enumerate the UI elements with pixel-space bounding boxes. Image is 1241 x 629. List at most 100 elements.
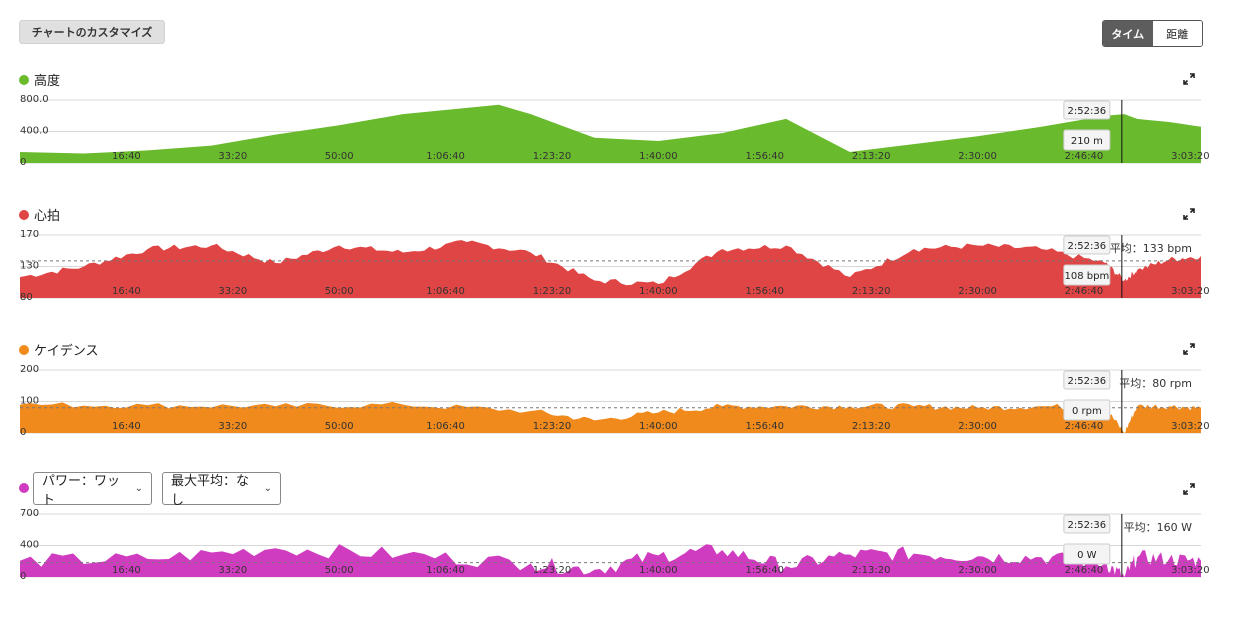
power-metric-select[interactable]: パワー：ワット ⌄: [33, 472, 152, 508]
power-tooltip-value-box: [1063, 543, 1111, 565]
chevron-down-icon: ⌄: [263, 483, 272, 494]
altitude-tooltip-value-box: [1063, 129, 1111, 151]
heart_rate-x-tick-label: 1:56:40: [745, 286, 784, 297]
cadence-tooltip-value-box: [1063, 399, 1111, 421]
power-x-tick-label: 2:46:40: [1065, 565, 1104, 576]
altitude-x-tick-label: 2:30:00: [958, 151, 997, 162]
altitude-x-tick-label: 16:40: [112, 151, 141, 162]
cadence-legend-dot: [19, 344, 29, 355]
heart_rate-x-tick-label: 2:13:20: [852, 286, 891, 297]
heart_rate-x-tick-label: 1:23:20: [533, 286, 572, 297]
toggle-distance[interactable]: 距離: [1152, 21, 1202, 46]
heart_rate-y-tick-label: 130: [20, 261, 39, 272]
heart-rate-title-label: 心拍: [34, 209, 61, 224]
altitude-x-tick-label: 50:00: [325, 151, 354, 162]
altitude-x-tick-label: 1:56:40: [745, 151, 784, 162]
altitude-y-tick-label: 400.0: [20, 126, 49, 137]
power-metric-select-value: パワー：ワット: [42, 473, 121, 508]
heart_rate-y-tick-label: 170: [20, 229, 39, 240]
cadence-series-area: [20, 401, 1201, 433]
cadence-x-tick-label: 50:00: [325, 421, 354, 432]
heart_rate-average-label: 平均：133 bpm: [1110, 242, 1192, 255]
power-x-tick-label: 50:00: [325, 565, 354, 576]
heart-rate-expand-icon[interactable]: [1183, 208, 1195, 220]
heart_rate-x-tick-label: 2:30:00: [958, 286, 997, 297]
power-cursor-time: 2:52:36: [1068, 520, 1107, 531]
max-average-select-value: 最大平均：なし: [171, 473, 250, 508]
heart_rate-cursor-time: 2:52:36: [1068, 241, 1107, 252]
heart_rate-x-tick-label: 3:03:20: [1171, 286, 1210, 297]
power-y-tick-label: 700: [20, 508, 39, 519]
power-chart[interactable]: 平均：160 W 700 400 0 16:40 33:20 50:00 1:06:40 1:2…: [0, 508, 1241, 584]
heart_rate-tooltip-value-box: [1063, 264, 1111, 286]
cadence-y-tick-label: 0: [20, 427, 26, 438]
altitude-tooltip-value: 210 m: [1071, 136, 1103, 147]
power-x-tick-label: 3:03:20: [1171, 565, 1210, 576]
altitude-series-area: [20, 104, 1201, 163]
cadence-x-tick-label: 33:20: [218, 421, 247, 432]
power-x-tick-label: 2:30:00: [958, 565, 997, 576]
altitude-cursor-time-box: [1063, 100, 1111, 120]
altitude-x-tick-label: 1:23:20: [533, 151, 572, 162]
altitude-y-tick-label: 0: [20, 157, 26, 168]
power-cursor-time-box: [1063, 514, 1111, 534]
cadence-x-tick-label: 1:56:40: [745, 421, 784, 432]
cadence-chart[interactable]: 平均：80 rpm 200 100 0 16:40 33:20 50:00 1:06:40 1:…: [0, 364, 1241, 440]
heart_rate-x-tick-label: 2:46:40: [1065, 286, 1104, 297]
cadence-x-tick-label: 1:23:20: [533, 421, 572, 432]
power-y-tick-label: 400: [20, 540, 39, 551]
cadence-cursor-time-box: [1063, 370, 1111, 390]
heart_rate-series-area: [20, 240, 1201, 298]
altitude-cursor-time: 2:52:36: [1068, 106, 1107, 117]
chevron-down-icon: ⌄: [134, 483, 143, 494]
heart_rate-x-tick-label: 1:40:00: [639, 286, 678, 297]
altitude-x-tick-label: 3:03:20: [1171, 151, 1210, 162]
cadence-x-tick-label: 1:06:40: [426, 421, 465, 432]
heart_rate-x-tick-label: 33:20: [218, 286, 247, 297]
cadence-expand-icon[interactable]: [1183, 343, 1195, 355]
cadence-x-tick-label: 1:40:00: [639, 421, 678, 432]
heart-rate-chart-title: 心拍: [19, 205, 60, 224]
cadence-tooltip-value: 0 rpm: [1072, 406, 1102, 417]
cadence-y-tick-label: 200: [20, 364, 39, 375]
altitude-x-tick-label: 2:46:40: [1065, 151, 1104, 162]
heart-rate-chart[interactable]: 平均：133 bpm 170 130 80 16:40 33:20 50:00 1:06:40…: [0, 229, 1241, 305]
power-series-area: [20, 544, 1201, 577]
power-x-tick-label: 33:20: [218, 565, 247, 576]
heart_rate-tooltip-value: 108 bpm: [1064, 271, 1109, 282]
altitude-chart-title: 高度: [19, 70, 60, 89]
toggle-time[interactable]: タイム: [1103, 21, 1153, 46]
heart_rate-y-tick-label: 80: [20, 292, 33, 303]
altitude-x-tick-label: 1:06:40: [426, 151, 465, 162]
power-legend-dot: [19, 483, 29, 493]
heart_rate-x-tick-label: 16:40: [112, 286, 141, 297]
power-x-tick-label: 1:23:20: [533, 565, 572, 576]
max-average-select[interactable]: 最大平均：なし ⌄: [162, 472, 281, 508]
cadence-chart-title: ケイデンス: [19, 340, 98, 359]
cadence-cursor-time: 2:52:36: [1068, 376, 1107, 387]
cadence-x-tick-label: 3:03:20: [1171, 421, 1210, 432]
power-tooltip-value: 0 W: [1077, 550, 1097, 561]
cadence-y-tick-label: 100: [20, 396, 39, 407]
power-x-tick-label: 16:40: [112, 565, 141, 576]
power-x-tick-label: 1:56:40: [745, 565, 784, 576]
altitude-chart[interactable]: 800.0 400.0 0 16:40 33:20 50:00 1:06:40 1:23:20…: [0, 94, 1241, 170]
altitude-x-tick-label: 1:40:00: [639, 151, 678, 162]
cadence-average-label: 平均：80 rpm: [1119, 377, 1192, 390]
heart_rate-cursor-time-box: [1063, 235, 1111, 255]
power-x-tick-label: 2:13:20: [852, 565, 891, 576]
heart-rate-legend-dot: [19, 209, 29, 220]
altitude-x-tick-label: 33:20: [218, 151, 247, 162]
x-axis-toggle: タイム 距離: [1102, 20, 1203, 47]
cadence-x-tick-label: 2:30:00: [958, 421, 997, 432]
altitude-title-label: 高度: [34, 74, 61, 89]
power-x-tick-label: 1:06:40: [426, 565, 465, 576]
altitude-x-tick-label: 2:13:20: [852, 151, 891, 162]
cadence-x-tick-label: 2:46:40: [1065, 421, 1104, 432]
altitude-expand-icon[interactable]: [1183, 73, 1195, 85]
heart_rate-x-tick-label: 50:00: [325, 286, 354, 297]
power-x-tick-label: 1:40:00: [639, 565, 678, 576]
customize-chart-button[interactable]: チャートのカスタマイズ: [19, 20, 165, 44]
cadence-title-label: ケイデンス: [34, 344, 99, 359]
power-expand-icon[interactable]: [1183, 483, 1195, 495]
